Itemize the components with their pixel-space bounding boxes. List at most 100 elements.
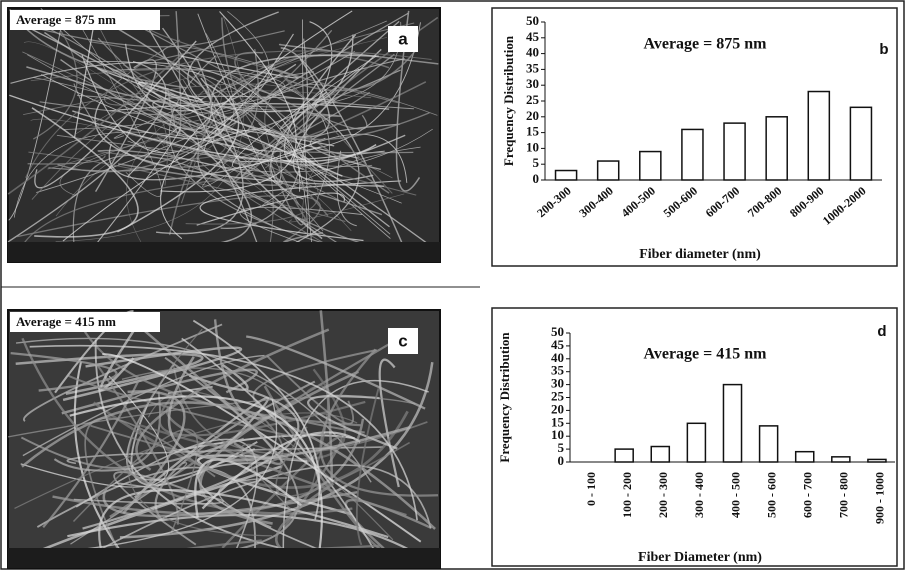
- bar: [650, 445, 671, 463]
- y-tick-label: 35: [551, 363, 565, 378]
- y-tick-label: 50: [551, 324, 564, 339]
- fiber: [44, 31, 253, 247]
- fiber: [31, 107, 139, 238]
- fiber: [56, 134, 373, 167]
- fiber: [231, 55, 377, 169]
- image-label: a: [398, 29, 408, 48]
- fiber: [221, 17, 430, 141]
- y-tick-label: 40: [526, 45, 539, 60]
- fiber: [49, 398, 278, 554]
- fiber: [163, 87, 213, 204]
- y-tick-label: 40: [551, 350, 564, 365]
- x-tick-label: 900 - 1000: [873, 472, 887, 524]
- fiber: [108, 143, 321, 181]
- fiber: [355, 388, 380, 546]
- fiber: [124, 17, 368, 130]
- label-box: [388, 26, 418, 52]
- y-tick-label: 30: [551, 376, 564, 391]
- fiber: [10, 351, 118, 392]
- fiber: [160, 11, 297, 193]
- y-tick-label: 50: [526, 13, 539, 28]
- fiber: [240, 443, 292, 510]
- y-tick-label: 45: [526, 29, 540, 44]
- y-tick-label: 35: [526, 60, 540, 75]
- fiber: [41, 22, 421, 152]
- fiber: [275, 482, 335, 553]
- y-tick-label: 0: [558, 453, 565, 468]
- fiber: [319, 348, 439, 497]
- sem-image-c: Average = 415 nm c: [7, 309, 441, 569]
- image-caption: Average = 415 nm: [16, 314, 116, 329]
- image-label: c: [398, 331, 407, 350]
- fiber: [154, 90, 372, 164]
- sem-image-a: Average = 875 nm a: [7, 7, 441, 263]
- bar: [831, 456, 851, 463]
- y-tick-label: 10: [551, 427, 564, 442]
- fiber: [73, 361, 128, 561]
- fiber: [139, 14, 260, 250]
- label-box: [388, 328, 418, 354]
- y-tick-label: 45: [551, 337, 565, 352]
- x-tick-label: 700 - 800: [837, 472, 851, 518]
- caption-box: [10, 10, 160, 30]
- fiber: [302, 159, 393, 222]
- y-axis-label: Frequency Distribution: [497, 332, 512, 463]
- fiber: [188, 363, 249, 391]
- fiber: [185, 164, 319, 225]
- fiber: [99, 329, 135, 392]
- y-tick-label: 10: [526, 139, 539, 154]
- fiber: [118, 138, 283, 186]
- x-tick-label: 600 - 700: [800, 472, 814, 518]
- fiber: [197, 153, 330, 247]
- fiber: [8, 21, 63, 221]
- fiber: [15, 352, 204, 395]
- fiber: [62, 128, 301, 242]
- panel-label: b: [879, 41, 888, 58]
- fiber: [220, 38, 309, 229]
- bar: [596, 160, 620, 181]
- y-tick-label: 15: [526, 124, 540, 139]
- fiber: [94, 99, 385, 187]
- fiber: [67, 514, 424, 559]
- panel-label: d: [877, 323, 886, 340]
- y-tick-label: 25: [526, 92, 540, 107]
- fiber: [87, 126, 181, 255]
- fiber: [199, 180, 402, 242]
- fiber: [309, 123, 400, 170]
- fiber: [201, 431, 361, 510]
- y-tick-label: 5: [558, 440, 565, 455]
- fiber: [102, 353, 422, 543]
- fiber: [27, 155, 106, 165]
- fiber: [42, 380, 140, 529]
- fiber: [97, 37, 259, 138]
- y-tick-label: 5: [533, 155, 540, 170]
- fiber: [213, 12, 409, 142]
- fiber: [7, 53, 182, 195]
- y-axis-label: Frequency Distribution: [501, 35, 516, 166]
- fiber: [127, 328, 273, 537]
- fiber: [302, 19, 314, 258]
- fiber: [66, 446, 384, 465]
- x-tick-label: 100 - 200: [620, 472, 634, 518]
- fiber: [166, 406, 407, 517]
- fiber: [202, 135, 286, 188]
- fiber: [98, 489, 389, 558]
- fiber: [282, 379, 429, 565]
- fiber: [285, 133, 408, 183]
- fiber: [22, 354, 265, 457]
- bar: [807, 90, 831, 181]
- fiber: [21, 401, 436, 530]
- fiber: [278, 165, 329, 228]
- fiber: [223, 69, 285, 106]
- fiber: [122, 390, 186, 514]
- chart-title: Average = 875 nm: [643, 36, 767, 53]
- fiber: [73, 16, 96, 139]
- fiber: [167, 385, 213, 395]
- chart-title: Average = 415 nm: [643, 346, 767, 363]
- fiber: [336, 150, 357, 227]
- y-tick-label: 20: [551, 401, 564, 416]
- fiber: [32, 30, 78, 140]
- fiber: [279, 71, 393, 194]
- fiber: [246, 335, 426, 410]
